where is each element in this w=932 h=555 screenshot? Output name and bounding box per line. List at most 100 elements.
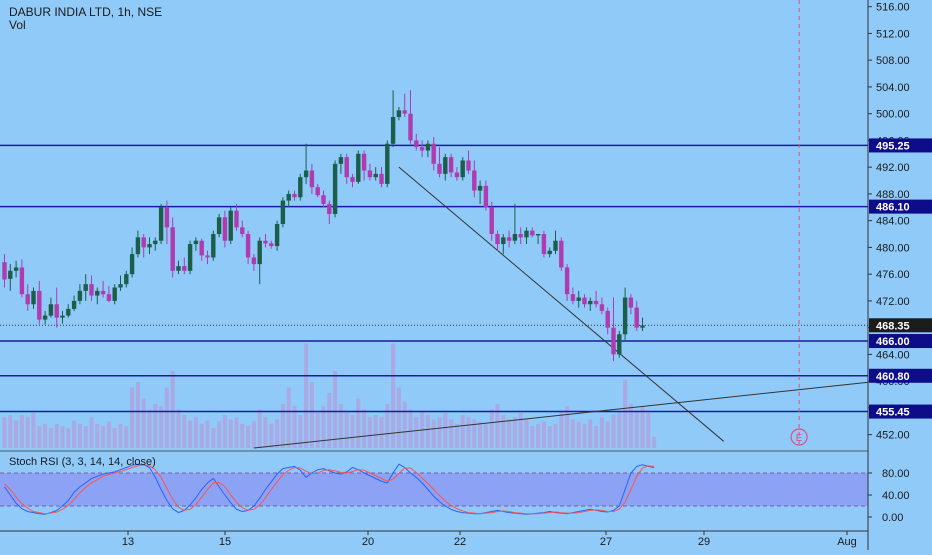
candle[interactable] [176, 260, 181, 275]
candle[interactable] [309, 163, 315, 194]
candle[interactable] [559, 237, 564, 271]
candle[interactable] [2, 254, 7, 288]
candle[interactable] [158, 203, 164, 245]
candle[interactable] [634, 300, 639, 331]
trend-line[interactable] [398, 166, 725, 442]
candle[interactable] [182, 257, 187, 275]
candle[interactable] [506, 230, 512, 248]
candle[interactable] [622, 287, 628, 342]
candle[interactable] [112, 284, 117, 305]
candle[interactable] [280, 197, 286, 228]
candle[interactable] [48, 297, 54, 318]
candle[interactable] [338, 153, 344, 174]
candle[interactable] [617, 330, 622, 358]
candle[interactable] [54, 287, 59, 328]
candle[interactable] [501, 234, 506, 255]
candle[interactable] [344, 153, 349, 184]
candle[interactable] [292, 190, 297, 201]
candle[interactable] [524, 227, 529, 245]
candle[interactable] [170, 217, 175, 278]
event-marker-circle[interactable] [790, 428, 808, 446]
candle[interactable] [42, 310, 48, 325]
candle[interactable] [199, 238, 204, 261]
candle[interactable] [396, 106, 402, 121]
candle[interactable] [489, 201, 494, 241]
candle[interactable] [71, 295, 77, 311]
candle[interactable] [443, 153, 448, 181]
candle[interactable] [66, 304, 71, 318]
candle[interactable] [547, 247, 552, 258]
candle[interactable] [141, 234, 146, 258]
event-marker[interactable]: E [790, 0, 808, 448]
candle[interactable] [164, 200, 170, 245]
candle[interactable] [535, 234, 541, 245]
candle[interactable] [356, 150, 361, 184]
candle[interactable] [431, 137, 436, 171]
candle[interactable] [222, 210, 228, 248]
candle[interactable] [599, 297, 605, 315]
candle[interactable] [118, 275, 123, 291]
candle[interactable] [263, 234, 268, 248]
candle[interactable] [13, 260, 19, 278]
candle[interactable] [332, 160, 338, 218]
candle[interactable] [373, 167, 378, 181]
candle[interactable] [315, 183, 320, 198]
candle[interactable] [286, 190, 291, 208]
candle[interactable] [530, 227, 535, 238]
trend-lines[interactable] [253, 166, 898, 449]
candle[interactable] [437, 147, 442, 178]
candle[interactable] [245, 230, 251, 265]
candle[interactable] [234, 203, 239, 231]
candle[interactable] [240, 220, 245, 238]
candle[interactable] [187, 240, 193, 275]
candle[interactable] [570, 287, 576, 305]
candle[interactable] [419, 140, 425, 158]
candle[interactable] [129, 247, 135, 278]
candle[interactable] [448, 153, 454, 178]
candle[interactable] [605, 307, 610, 335]
candle[interactable] [193, 237, 199, 251]
candle[interactable] [106, 286, 112, 303]
candle[interactable] [251, 254, 257, 271]
time-axis[interactable]: 13 15 20 22 27 29 Aug [0, 530, 868, 548]
candle[interactable] [25, 284, 30, 311]
candle[interactable] [466, 150, 471, 174]
candle[interactable] [31, 287, 36, 309]
candle[interactable] [303, 143, 309, 184]
candle[interactable] [425, 140, 431, 158]
candle[interactable] [321, 190, 326, 208]
candle[interactable] [327, 200, 332, 224]
candle[interactable] [228, 207, 233, 245]
candle[interactable] [367, 163, 373, 181]
candle[interactable] [576, 290, 581, 308]
candle[interactable] [8, 264, 13, 291]
candle[interactable] [216, 213, 222, 238]
candle[interactable] [593, 290, 599, 308]
candle[interactable] [298, 173, 303, 201]
candle[interactable] [541, 230, 547, 258]
candle[interactable] [385, 140, 390, 188]
candle[interactable] [361, 150, 367, 181]
candle[interactable] [454, 167, 460, 181]
candle[interactable] [211, 230, 216, 261]
candle[interactable] [83, 274, 88, 301]
candle[interactable] [553, 230, 558, 255]
candle[interactable] [60, 310, 65, 324]
candle[interactable] [153, 237, 158, 251]
candle[interactable] [77, 284, 83, 305]
candle[interactable] [518, 227, 523, 245]
candle[interactable] [274, 220, 280, 251]
candle[interactable] [100, 280, 106, 298]
candle[interactable] [564, 264, 570, 301]
candle[interactable] [147, 237, 152, 255]
candle[interactable] [472, 160, 477, 198]
trend-line[interactable] [253, 378, 898, 449]
candle[interactable] [135, 230, 141, 258]
candle[interactable] [408, 90, 413, 144]
candle[interactable] [124, 270, 129, 288]
candle[interactable] [414, 133, 419, 151]
candle[interactable] [269, 240, 274, 249]
candle[interactable] [588, 297, 593, 311]
